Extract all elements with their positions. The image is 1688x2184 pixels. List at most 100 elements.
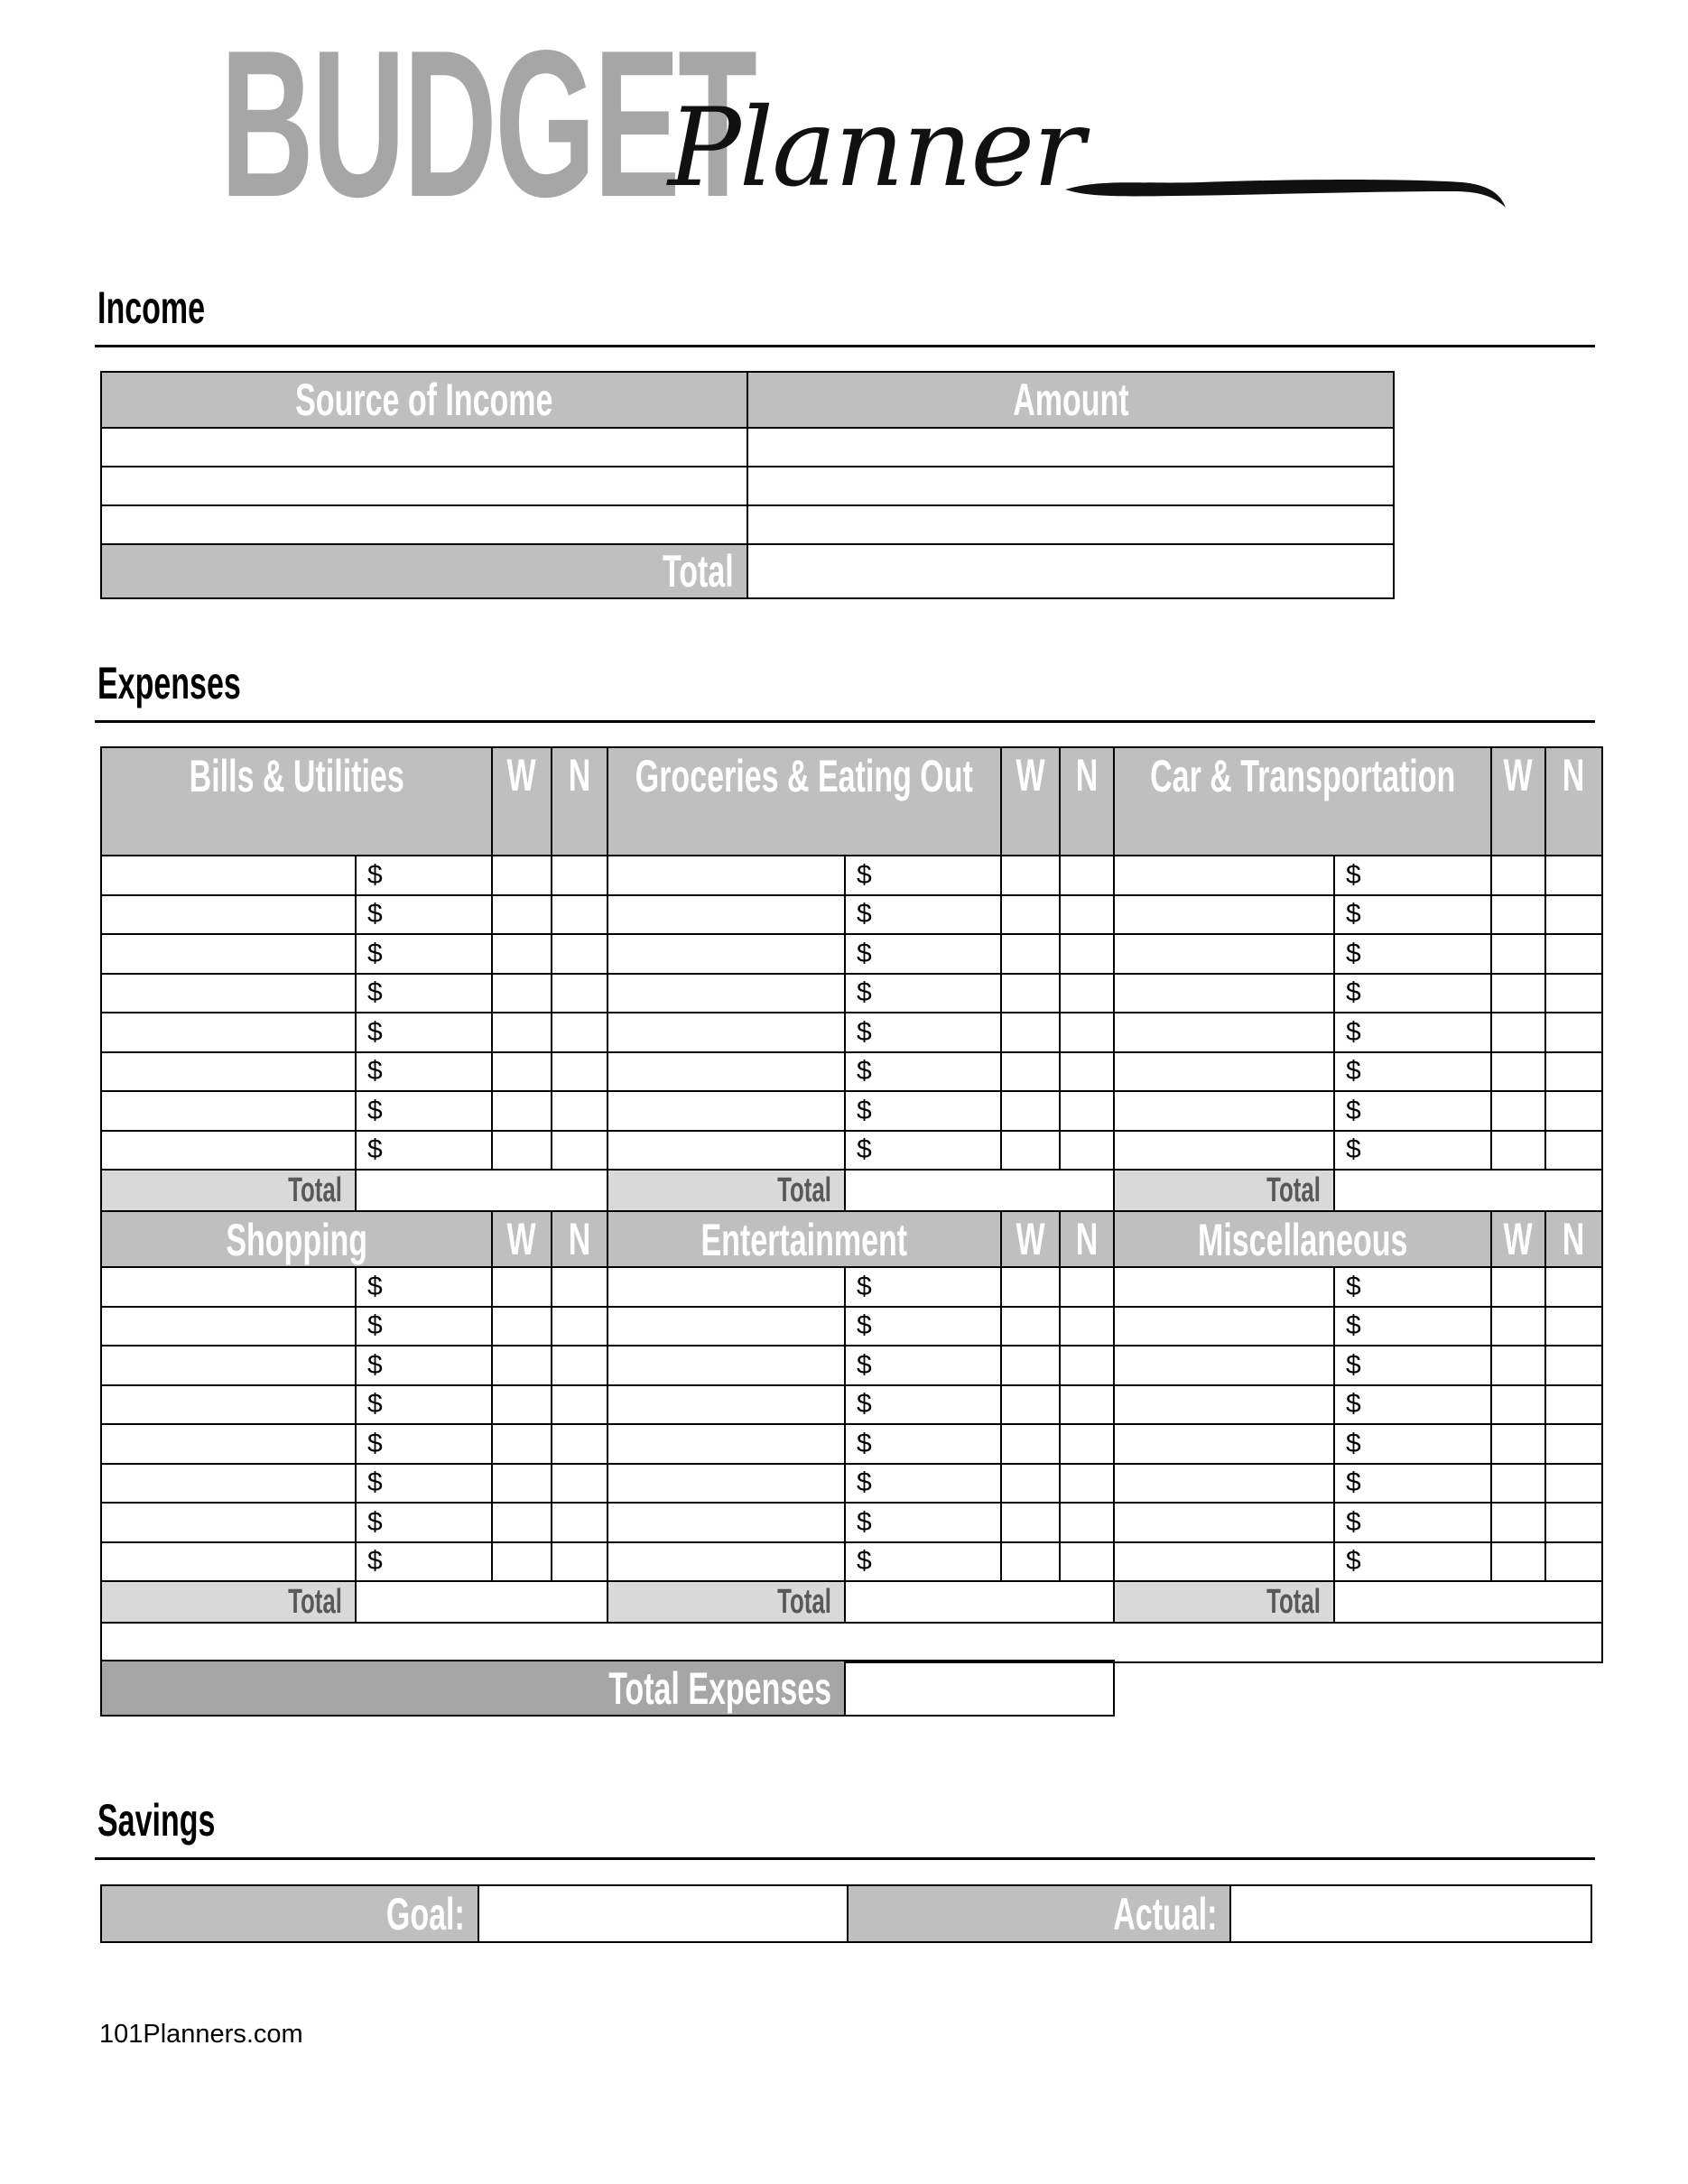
expense-item-cell[interactable] (607, 1090, 847, 1132)
expense-item-cell[interactable] (100, 1305, 357, 1346)
expense-item-cell[interactable] (607, 1305, 847, 1346)
expense-amount-cell[interactable]: $ (844, 1384, 1003, 1425)
expense-amount-cell[interactable]: $ (844, 1541, 1003, 1582)
w-checkbox-cell[interactable] (491, 855, 553, 896)
n-checkbox-cell[interactable] (1059, 1012, 1116, 1053)
expense-amount-cell[interactable]: $ (354, 893, 494, 935)
w-checkbox-cell[interactable] (1490, 972, 1547, 1013)
expense-item-cell[interactable] (607, 1266, 847, 1308)
n-checkbox-cell[interactable] (1059, 933, 1116, 975)
n-checkbox-cell[interactable] (551, 1462, 609, 1504)
expense-amount-cell[interactable]: $ (1333, 1345, 1493, 1386)
expense-item-cell[interactable] (1113, 1345, 1336, 1386)
w-checkbox-cell[interactable] (1000, 972, 1062, 1013)
w-checkbox-cell[interactable] (1490, 1384, 1547, 1425)
category-total-value[interactable] (354, 1169, 609, 1212)
w-checkbox-cell[interactable] (491, 1541, 553, 1582)
expense-item-cell[interactable] (100, 1050, 357, 1092)
expense-amount-cell[interactable]: $ (844, 1423, 1003, 1465)
expense-amount-cell[interactable]: $ (844, 1502, 1003, 1543)
expense-amount-cell[interactable]: $ (1333, 1423, 1493, 1465)
n-checkbox-cell[interactable] (1544, 1345, 1604, 1386)
expense-item-cell[interactable] (607, 1012, 847, 1053)
expense-item-cell[interactable] (100, 1266, 357, 1308)
n-checkbox-cell[interactable] (551, 1012, 609, 1053)
expense-item-cell[interactable] (607, 893, 847, 935)
w-checkbox-cell[interactable] (491, 1462, 553, 1504)
w-checkbox-cell[interactable] (1490, 1129, 1547, 1171)
n-checkbox-cell[interactable] (551, 933, 609, 975)
expense-item-cell[interactable] (100, 1502, 357, 1543)
expense-item-cell[interactable] (607, 933, 847, 975)
w-checkbox-cell[interactable] (1490, 1305, 1547, 1346)
expense-amount-cell[interactable]: $ (354, 1423, 494, 1465)
w-checkbox-cell[interactable] (1000, 1541, 1062, 1582)
n-checkbox-cell[interactable] (1059, 1090, 1116, 1132)
w-checkbox-cell[interactable] (1490, 1423, 1547, 1465)
expense-item-cell[interactable] (100, 1090, 357, 1132)
expense-amount-cell[interactable]: $ (844, 1012, 1003, 1053)
n-checkbox-cell[interactable] (1544, 1384, 1604, 1425)
expense-amount-cell[interactable]: $ (844, 855, 1003, 896)
expense-item-cell[interactable] (1113, 1541, 1336, 1582)
w-checkbox-cell[interactable] (491, 1384, 553, 1425)
expense-amount-cell[interactable]: $ (844, 1345, 1003, 1386)
n-checkbox-cell[interactable] (1059, 1305, 1116, 1346)
expense-item-cell[interactable] (100, 855, 357, 896)
expense-item-cell[interactable] (1113, 972, 1336, 1013)
expense-amount-cell[interactable]: $ (1333, 1012, 1493, 1053)
expense-amount-cell[interactable]: $ (354, 933, 494, 975)
n-checkbox-cell[interactable] (1544, 1305, 1604, 1346)
n-checkbox-cell[interactable] (1544, 1090, 1604, 1132)
w-checkbox-cell[interactable] (1000, 1050, 1062, 1092)
n-checkbox-cell[interactable] (1544, 933, 1604, 975)
expense-amount-cell[interactable]: $ (844, 972, 1003, 1013)
expense-item-cell[interactable] (1113, 933, 1336, 975)
expense-item-cell[interactable] (1113, 1502, 1336, 1543)
n-checkbox-cell[interactable] (1544, 1462, 1604, 1504)
w-checkbox-cell[interactable] (1000, 1502, 1062, 1543)
w-checkbox-cell[interactable] (1490, 1266, 1547, 1308)
n-checkbox-cell[interactable] (551, 1050, 609, 1092)
w-checkbox-cell[interactable] (1490, 1090, 1547, 1132)
w-checkbox-cell[interactable] (1000, 1384, 1062, 1425)
expense-item-cell[interactable] (607, 1129, 847, 1171)
expense-item-cell[interactable] (1113, 893, 1336, 935)
n-checkbox-cell[interactable] (551, 1305, 609, 1346)
n-checkbox-cell[interactable] (1059, 1502, 1116, 1543)
w-checkbox-cell[interactable] (491, 893, 553, 935)
w-checkbox-cell[interactable] (491, 1345, 553, 1386)
income-source-cell[interactable] (100, 504, 748, 545)
income-amount-cell[interactable] (747, 427, 1395, 467)
n-checkbox-cell[interactable] (551, 1266, 609, 1308)
w-checkbox-cell[interactable] (1000, 1129, 1062, 1171)
w-checkbox-cell[interactable] (1000, 1462, 1062, 1504)
w-checkbox-cell[interactable] (491, 1129, 553, 1171)
expense-item-cell[interactable] (607, 1462, 847, 1504)
expense-amount-cell[interactable]: $ (844, 1462, 1003, 1504)
n-checkbox-cell[interactable] (551, 855, 609, 896)
expense-item-cell[interactable] (1113, 1012, 1336, 1053)
expense-item-cell[interactable] (607, 1384, 847, 1425)
n-checkbox-cell[interactable] (551, 1423, 609, 1465)
expense-item-cell[interactable] (1113, 1423, 1336, 1465)
expense-item-cell[interactable] (1113, 1266, 1336, 1308)
w-checkbox-cell[interactable] (491, 933, 553, 975)
w-checkbox-cell[interactable] (1000, 1012, 1062, 1053)
expense-item-cell[interactable] (607, 972, 847, 1013)
w-checkbox-cell[interactable] (1490, 1541, 1547, 1582)
expense-amount-cell[interactable]: $ (354, 1462, 494, 1504)
expense-amount-cell[interactable]: $ (844, 1050, 1003, 1092)
n-checkbox-cell[interactable] (1059, 1050, 1116, 1092)
expense-item-cell[interactable] (100, 972, 357, 1013)
expense-amount-cell[interactable]: $ (354, 1384, 494, 1425)
category-total-value[interactable] (354, 1580, 609, 1624)
w-checkbox-cell[interactable] (1490, 1012, 1547, 1053)
expense-amount-cell[interactable]: $ (354, 1090, 494, 1132)
expense-amount-cell[interactable]: $ (354, 1541, 494, 1582)
expense-item-cell[interactable] (1113, 1305, 1336, 1346)
income-source-cell[interactable] (100, 466, 748, 506)
n-checkbox-cell[interactable] (1544, 855, 1604, 896)
expense-item-cell[interactable] (607, 1050, 847, 1092)
blank-cell[interactable] (99, 1622, 1604, 1663)
